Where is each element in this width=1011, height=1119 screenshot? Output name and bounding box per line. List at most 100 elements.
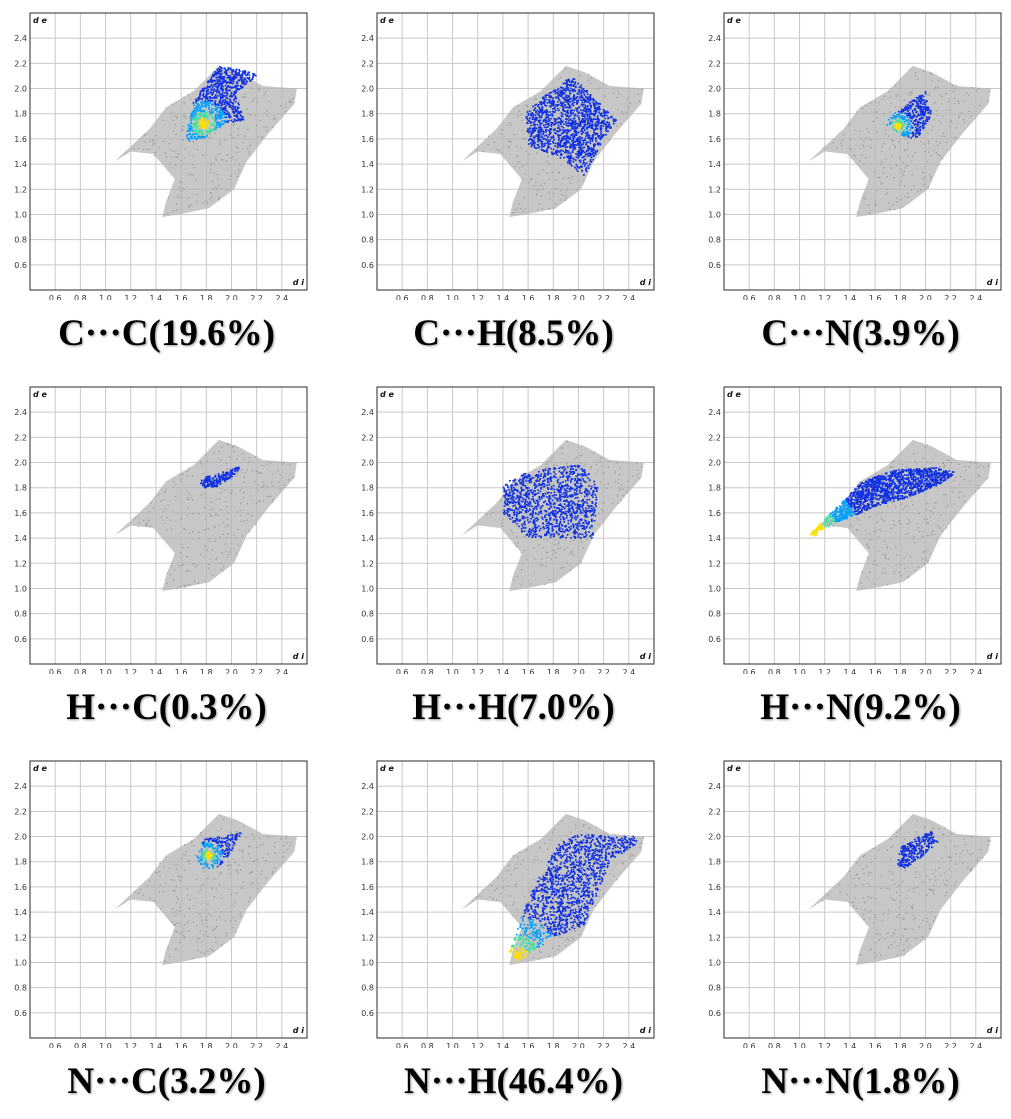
contact-point	[544, 480, 546, 482]
contact-point	[565, 124, 567, 126]
fingerprint-point	[637, 473, 638, 474]
contact-point	[218, 122, 220, 124]
contact-point	[552, 115, 554, 117]
fingerprint-point	[285, 107, 286, 108]
fingerprint-point	[890, 97, 891, 98]
fingerprint-point	[273, 499, 274, 500]
contact-point	[920, 126, 922, 128]
fingerprint-point	[889, 111, 890, 112]
fingerprint-point	[247, 129, 248, 130]
fingerprint-point	[251, 87, 252, 88]
fingerprint-point	[621, 485, 622, 486]
contact-point	[238, 72, 240, 74]
contact-point	[593, 507, 595, 509]
contact-hotspot	[200, 120, 207, 127]
fingerprint-point	[196, 565, 197, 566]
fingerprint-point	[243, 481, 244, 482]
fingerprint-point	[628, 481, 629, 482]
fingerprint-point	[615, 481, 616, 482]
fingerprint-point	[508, 140, 509, 141]
contact-point	[546, 143, 548, 145]
fingerprint-point	[218, 458, 219, 459]
fingerprint-point	[500, 500, 501, 501]
fingerprint-point	[187, 497, 188, 498]
fingerprint-point	[945, 93, 946, 94]
contact-point	[902, 118, 904, 120]
contact-point	[546, 151, 548, 153]
contact-point	[919, 118, 921, 120]
contact-point	[528, 522, 530, 524]
contact-point	[206, 135, 208, 137]
contact-point	[907, 134, 909, 136]
contact-point	[574, 511, 576, 513]
fingerprint-point	[181, 197, 182, 198]
contact-point	[196, 117, 198, 119]
fingerprint-point	[937, 154, 938, 155]
fingerprint-point	[183, 97, 184, 98]
fingerprint-point	[145, 525, 146, 526]
contact-point	[206, 97, 208, 99]
fingerprint-point	[214, 163, 215, 164]
contact-point	[588, 485, 590, 487]
contact-point	[919, 122, 921, 124]
contact-point	[896, 114, 898, 116]
contact-point	[594, 100, 596, 102]
fingerprint-point	[558, 543, 559, 544]
contact-point	[224, 480, 226, 482]
contact-point	[567, 530, 569, 532]
contact-point	[550, 143, 552, 145]
contact-point	[539, 107, 541, 109]
fingerprint-point	[192, 475, 193, 476]
contact-point	[222, 95, 224, 97]
contact-point	[527, 111, 529, 113]
contact-point	[570, 124, 572, 126]
contact-point	[927, 110, 929, 112]
contact-point	[203, 93, 205, 95]
fingerprint-point	[167, 583, 168, 584]
contact-point	[594, 144, 596, 146]
fingerprint-point	[848, 124, 849, 125]
fingerprint-point	[240, 490, 241, 491]
contact-point	[588, 125, 590, 127]
fingerprint-point	[583, 466, 584, 467]
contact-point	[227, 67, 229, 69]
contact-point	[236, 115, 238, 117]
contact-point	[585, 507, 587, 509]
contact-point	[903, 135, 905, 137]
fingerprint-point	[968, 94, 969, 95]
fingerprint-point	[618, 93, 619, 94]
contact-point	[235, 71, 237, 73]
contact-point	[581, 104, 583, 106]
contact-point	[221, 117, 223, 119]
fingerprint-point	[843, 134, 844, 135]
fingerprint-point	[185, 118, 186, 119]
x-axis-label: d i	[293, 652, 305, 661]
contact-point	[919, 107, 921, 109]
fingerprint-point	[272, 485, 273, 486]
contact-point	[538, 129, 540, 131]
fingerprint-point	[544, 584, 545, 585]
contact-point	[533, 109, 535, 111]
contact-point	[586, 170, 588, 172]
fingerprint-point	[227, 468, 228, 469]
fingerprint-point	[874, 172, 875, 173]
contact-point	[229, 99, 231, 101]
fingerprint-point	[987, 100, 988, 101]
contact-point	[560, 95, 562, 97]
fingerprint-point	[875, 112, 876, 113]
fingerprint-point	[869, 212, 870, 213]
contact-point	[548, 124, 550, 126]
contact-point	[212, 477, 214, 479]
fingerprint-point	[580, 561, 581, 562]
fingerprint-point	[878, 102, 879, 103]
x-tick-label: 0.6	[743, 294, 756, 300]
fingerprint-point	[524, 173, 525, 174]
contact-point	[581, 91, 583, 93]
fingerprint-point	[638, 94, 639, 95]
contact-point	[588, 137, 590, 139]
fingerprint-point	[863, 146, 864, 147]
fingerprint-point	[884, 96, 885, 97]
contact-point	[610, 117, 612, 119]
contact-point	[910, 101, 912, 103]
